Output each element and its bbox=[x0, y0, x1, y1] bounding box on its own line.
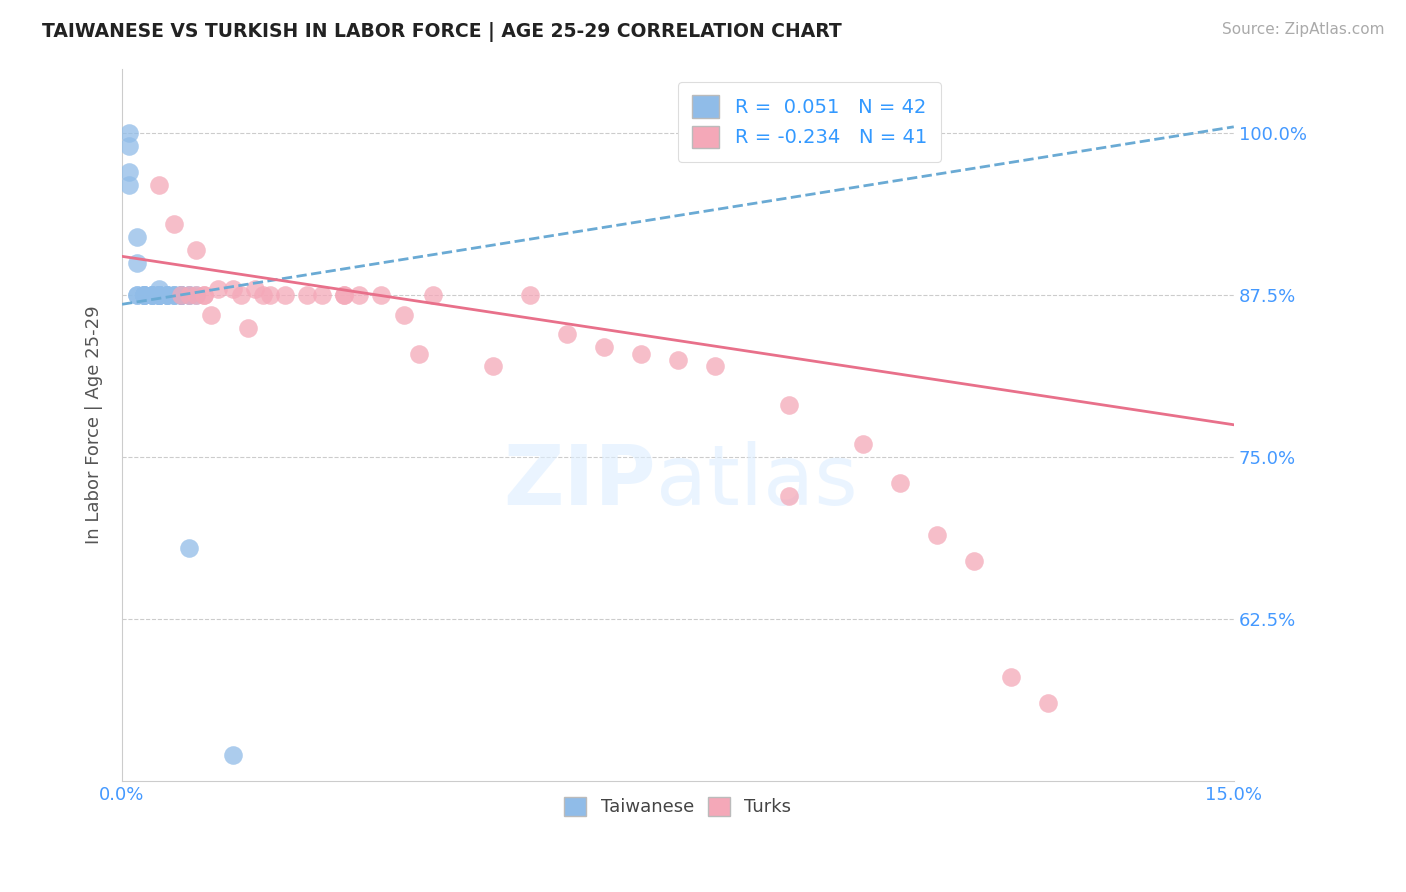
Point bbox=[148, 288, 170, 302]
Point bbox=[148, 288, 170, 302]
Point bbox=[134, 288, 156, 302]
Point bbox=[163, 288, 186, 302]
Point bbox=[118, 126, 141, 140]
Point bbox=[141, 288, 163, 302]
Point bbox=[141, 288, 163, 302]
Point bbox=[155, 288, 177, 302]
Point bbox=[297, 288, 319, 302]
Point bbox=[170, 288, 193, 302]
Point bbox=[148, 288, 170, 302]
Point bbox=[592, 340, 614, 354]
Point bbox=[311, 288, 333, 302]
Point bbox=[170, 288, 193, 302]
Point bbox=[852, 437, 875, 451]
Point bbox=[229, 288, 252, 302]
Text: TAIWANESE VS TURKISH IN LABOR FORCE | AGE 25-29 CORRELATION CHART: TAIWANESE VS TURKISH IN LABOR FORCE | AG… bbox=[42, 22, 842, 42]
Point bbox=[148, 288, 170, 302]
Point bbox=[186, 288, 208, 302]
Point bbox=[177, 288, 200, 302]
Point bbox=[155, 288, 177, 302]
Point bbox=[186, 288, 208, 302]
Point bbox=[170, 288, 193, 302]
Point bbox=[207, 282, 229, 296]
Point bbox=[148, 178, 170, 193]
Point bbox=[392, 308, 415, 322]
Point bbox=[200, 308, 222, 322]
Point bbox=[134, 288, 156, 302]
Point bbox=[274, 288, 297, 302]
Point bbox=[134, 288, 156, 302]
Point bbox=[163, 217, 186, 231]
Point bbox=[134, 288, 156, 302]
Point bbox=[177, 288, 200, 302]
Point bbox=[170, 288, 193, 302]
Point bbox=[141, 288, 163, 302]
Point bbox=[666, 353, 689, 368]
Text: Source: ZipAtlas.com: Source: ZipAtlas.com bbox=[1222, 22, 1385, 37]
Point bbox=[125, 256, 148, 270]
Point bbox=[125, 288, 148, 302]
Legend: Taiwanese, Turks: Taiwanese, Turks bbox=[555, 788, 800, 825]
Point bbox=[163, 288, 186, 302]
Point bbox=[519, 288, 541, 302]
Point bbox=[141, 288, 163, 302]
Point bbox=[259, 288, 281, 302]
Point bbox=[347, 288, 370, 302]
Point bbox=[148, 288, 170, 302]
Point bbox=[333, 288, 356, 302]
Point bbox=[222, 748, 245, 763]
Point bbox=[333, 288, 356, 302]
Point bbox=[222, 282, 245, 296]
Point bbox=[408, 346, 430, 360]
Point bbox=[481, 359, 503, 374]
Point bbox=[245, 282, 267, 296]
Point bbox=[927, 528, 949, 542]
Point bbox=[252, 288, 274, 302]
Point bbox=[170, 288, 193, 302]
Point bbox=[177, 288, 200, 302]
Point bbox=[422, 288, 444, 302]
Point bbox=[125, 230, 148, 244]
Point bbox=[163, 288, 186, 302]
Point bbox=[118, 165, 141, 179]
Point bbox=[193, 288, 215, 302]
Point bbox=[148, 282, 170, 296]
Point bbox=[630, 346, 652, 360]
Point bbox=[889, 476, 911, 491]
Point bbox=[155, 288, 177, 302]
Point bbox=[155, 288, 177, 302]
Point bbox=[134, 288, 156, 302]
Point bbox=[778, 398, 800, 412]
Point bbox=[370, 288, 392, 302]
Text: ZIP: ZIP bbox=[503, 442, 655, 522]
Point bbox=[148, 288, 170, 302]
Point bbox=[236, 320, 259, 334]
Point bbox=[186, 243, 208, 257]
Point bbox=[1038, 696, 1060, 710]
Point bbox=[704, 359, 727, 374]
Point bbox=[125, 288, 148, 302]
Point bbox=[148, 288, 170, 302]
Point bbox=[118, 178, 141, 193]
Point bbox=[963, 554, 986, 568]
Text: atlas: atlas bbox=[655, 442, 858, 522]
Point bbox=[193, 288, 215, 302]
Point bbox=[148, 288, 170, 302]
Point bbox=[555, 327, 578, 342]
Point bbox=[118, 139, 141, 153]
Y-axis label: In Labor Force | Age 25-29: In Labor Force | Age 25-29 bbox=[86, 305, 103, 544]
Point bbox=[1000, 670, 1022, 684]
Point bbox=[177, 541, 200, 555]
Point bbox=[778, 489, 800, 503]
